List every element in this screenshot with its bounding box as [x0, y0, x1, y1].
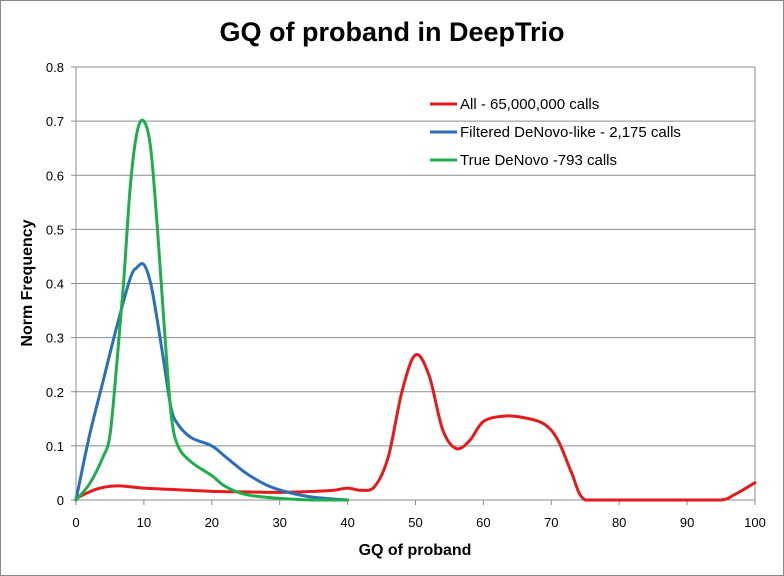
y-tick-label-6: 0.6: [46, 168, 64, 183]
x-tick-label-5: 50: [408, 515, 422, 530]
x-tick-label-1: 10: [137, 515, 151, 530]
legend-entry-1: Filtered DeNovo-like - 2,175 calls: [460, 124, 681, 141]
y-tick-label-5: 0.5: [46, 222, 64, 237]
x-axis-label: GQ of proband: [359, 542, 472, 559]
y-tick-label-3: 0.3: [46, 331, 64, 346]
y-tick-label-2: 0.2: [46, 385, 64, 400]
x-tick-label-8: 80: [612, 515, 626, 530]
grid-lines: [76, 66, 755, 447]
series-line-0: [74, 353, 757, 502]
legend-entry-2: True DeNovo -793 calls: [460, 152, 617, 169]
x-tick-label-7: 70: [544, 515, 558, 530]
y-tick-labels: 0 0.1 0.2 0.3 0.4 0.5 0.6 0.7 0.8: [46, 60, 64, 508]
x-tick-label-2: 20: [205, 515, 219, 530]
y-tick-label-1: 0.1: [46, 439, 64, 454]
chart-title: GQ of proband in DeepTrio: [219, 17, 564, 47]
x-tick-label-0: 0: [72, 515, 79, 530]
x-tick-label-10: 100: [744, 515, 766, 530]
legend: All - 65,000,000 calls Filtered DeNovo-li…: [430, 96, 681, 169]
legend-entry-0: All - 65,000,000 calls: [460, 96, 599, 113]
y-axis-label: Norm Frequency: [19, 219, 36, 346]
x-tick-labels: 0 10 20 30 40 50 60 70 80 90 100: [72, 515, 765, 530]
x-tick-label-3: 30: [272, 515, 286, 530]
x-tick-label-9: 90: [680, 515, 694, 530]
y-tick-label-8: 0.8: [46, 60, 64, 75]
x-tick-label-4: 40: [340, 515, 354, 530]
series-line-2: [74, 118, 350, 502]
y-tick-label-0: 0: [57, 493, 64, 508]
y-tick-label-4: 0.4: [46, 277, 64, 292]
y-tick-label-7: 0.7: [46, 114, 64, 129]
x-tick-label-6: 60: [476, 515, 490, 530]
series-lines: [74, 118, 757, 502]
